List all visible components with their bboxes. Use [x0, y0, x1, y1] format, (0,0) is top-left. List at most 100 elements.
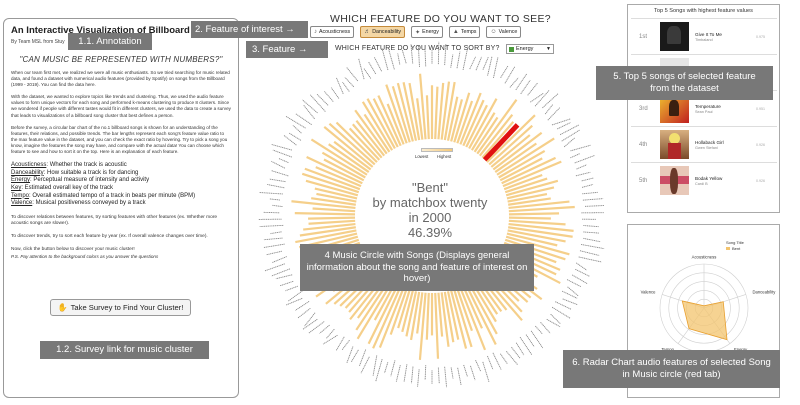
song-bar[interactable]	[506, 232, 558, 247]
song-bar[interactable]	[306, 155, 363, 185]
song-bar[interactable]	[462, 285, 483, 329]
feature-button-tempo[interactable]: ▲ Temps	[448, 26, 481, 38]
song-bar[interactable]	[316, 192, 357, 203]
song-bar[interactable]	[418, 292, 427, 360]
song-bar[interactable]	[323, 158, 365, 182]
song-bar[interactable]	[402, 82, 418, 141]
song-bar[interactable]	[299, 226, 356, 237]
song-bar[interactable]	[440, 292, 450, 347]
song-bar[interactable]	[440, 81, 451, 140]
song-bar[interactable]	[468, 98, 498, 150]
song-bar[interactable]	[481, 121, 515, 159]
song-bar[interactable]	[506, 186, 555, 200]
song-bar[interactable]	[315, 166, 362, 188]
song-bar[interactable]	[397, 289, 411, 329]
song-bar[interactable]	[291, 200, 356, 210]
song-bar[interactable]	[301, 172, 360, 194]
song-bar[interactable]	[361, 101, 394, 151]
song-bar[interactable]	[501, 156, 557, 185]
song-bar[interactable]	[499, 157, 543, 182]
song-bar[interactable]	[310, 138, 368, 176]
song-bar[interactable]	[348, 127, 381, 161]
feature-button-valence[interactable]: ☺ Valence	[486, 26, 522, 38]
song-bar[interactable]	[459, 92, 482, 145]
song-bar[interactable]	[504, 238, 566, 261]
song-bar[interactable]	[335, 121, 378, 163]
song-bar[interactable]	[434, 292, 440, 359]
song-bar[interactable]	[494, 142, 537, 173]
song-bar[interactable]	[453, 92, 471, 143]
song-bar[interactable]	[401, 290, 414, 333]
song-bar[interactable]	[416, 98, 424, 140]
song-bar[interactable]	[314, 187, 358, 200]
song-bar[interactable]	[377, 95, 402, 147]
song-bar[interactable]	[496, 137, 555, 176]
song-bar[interactable]	[456, 288, 473, 332]
song-bar[interactable]	[502, 160, 562, 188]
song-bar[interactable]	[508, 197, 551, 206]
song-bar[interactable]	[453, 289, 473, 348]
song-bar[interactable]	[305, 179, 359, 197]
song-bar[interactable]	[437, 82, 445, 140]
song-bar[interactable]	[333, 140, 372, 171]
song-bar[interactable]	[304, 167, 361, 191]
song-bar[interactable]	[508, 205, 575, 213]
song-bar[interactable]	[450, 99, 464, 142]
song-bar[interactable]	[425, 292, 430, 340]
song-bar[interactable]	[351, 123, 383, 159]
song-bar[interactable]	[456, 100, 474, 144]
song-bar[interactable]	[507, 229, 566, 243]
song-bar[interactable]	[409, 291, 421, 341]
song-bar[interactable]	[396, 82, 414, 142]
feature-button-danceability[interactable]: ♬ Danceability	[360, 26, 406, 38]
song-bar[interactable]	[425, 95, 430, 140]
song-bar[interactable]	[504, 177, 548, 194]
song-bar[interactable]	[434, 86, 439, 140]
song-bar[interactable]	[437, 292, 444, 337]
song-bar[interactable]	[312, 207, 356, 213]
song-bar[interactable]	[328, 122, 376, 166]
song-bar[interactable]	[446, 291, 460, 340]
song-bar[interactable]	[508, 216, 551, 220]
song-bar[interactable]	[450, 290, 468, 349]
song-bar[interactable]	[386, 103, 405, 145]
song-bar[interactable]	[367, 284, 399, 345]
song-bar[interactable]	[372, 98, 399, 148]
song-bar[interactable]	[488, 124, 534, 166]
song-bar[interactable]	[408, 82, 421, 141]
song-bar[interactable]	[490, 134, 531, 168]
feature-button-energy[interactable]: ✦ Energy	[411, 26, 443, 38]
song-bar[interactable]	[416, 292, 424, 334]
song-bar[interactable]	[505, 235, 570, 256]
song-bar[interactable]	[294, 212, 356, 216]
song-bar[interactable]	[363, 113, 391, 153]
song-bar[interactable]	[508, 222, 574, 232]
song-bar[interactable]	[459, 287, 487, 351]
song-bar[interactable]	[389, 288, 408, 335]
song-bar[interactable]	[378, 287, 405, 348]
song-bar[interactable]	[476, 99, 518, 155]
song-bar[interactable]	[486, 114, 536, 163]
song-bar[interactable]	[391, 86, 411, 143]
song-bar[interactable]	[508, 219, 566, 226]
song-bar[interactable]	[470, 112, 496, 151]
song-bar[interactable]	[321, 151, 366, 179]
song-bar[interactable]	[405, 291, 418, 337]
sort-by-select[interactable]: Energy ▼	[506, 44, 554, 54]
song-bar[interactable]	[328, 143, 370, 173]
song-bar[interactable]	[462, 99, 485, 147]
song-bar[interactable]	[465, 284, 497, 346]
song-bar[interactable]	[418, 73, 427, 140]
song-bar[interactable]	[354, 109, 388, 155]
top5-row[interactable]: 4th Hollaback Girl Gwen Stefani 0.926	[631, 126, 777, 162]
song-bar[interactable]	[507, 192, 548, 203]
song-bar[interactable]	[446, 96, 459, 141]
song-bar[interactable]	[366, 98, 396, 150]
song-bar[interactable]	[355, 119, 386, 157]
song-bar-selected[interactable]	[482, 123, 520, 162]
song-bar[interactable]	[473, 116, 499, 153]
song-bar[interactable]	[443, 291, 455, 343]
song-bar[interactable]	[311, 197, 356, 206]
song-bar[interactable]	[465, 104, 488, 148]
song-bar[interactable]	[308, 216, 356, 220]
